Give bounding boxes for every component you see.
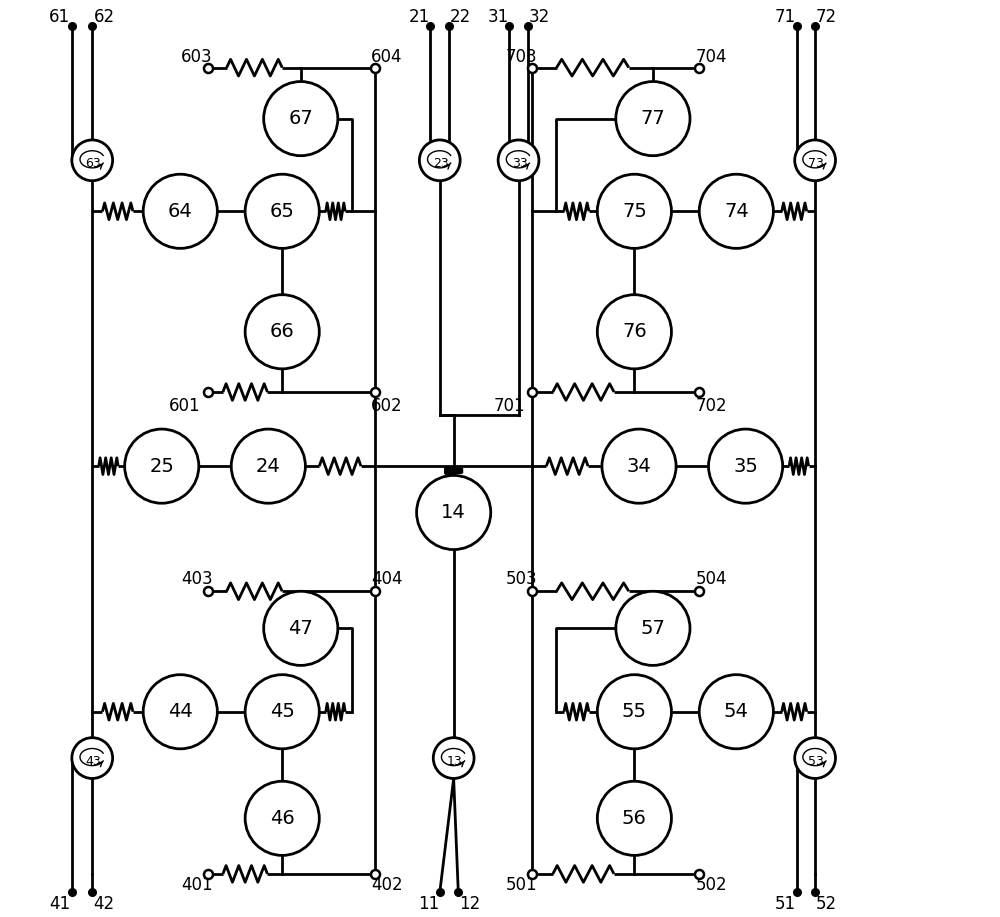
Circle shape (597, 675, 671, 749)
Text: 72: 72 (816, 7, 837, 26)
Circle shape (245, 781, 319, 856)
Text: 701: 701 (493, 397, 525, 414)
Circle shape (72, 737, 113, 779)
Text: 65: 65 (270, 202, 295, 221)
Text: 43: 43 (85, 755, 101, 768)
Text: 402: 402 (371, 876, 403, 894)
Circle shape (433, 737, 474, 779)
Text: 31: 31 (488, 7, 509, 26)
Circle shape (143, 174, 217, 249)
Text: 54: 54 (724, 702, 749, 722)
Text: 47: 47 (288, 619, 313, 638)
Text: 41: 41 (49, 895, 70, 912)
Text: 703: 703 (506, 48, 537, 65)
Text: 56: 56 (622, 809, 647, 828)
Text: 502: 502 (695, 876, 727, 894)
Circle shape (699, 675, 773, 749)
Circle shape (264, 591, 338, 666)
Text: 12: 12 (459, 895, 480, 912)
Circle shape (597, 294, 671, 369)
Text: 33: 33 (512, 157, 527, 170)
Text: 75: 75 (622, 202, 647, 221)
Text: 401: 401 (181, 876, 213, 894)
Text: 24: 24 (256, 457, 281, 476)
Text: 604: 604 (371, 48, 403, 65)
Text: 67: 67 (288, 109, 313, 128)
Text: 66: 66 (270, 322, 295, 341)
Text: 64: 64 (168, 202, 193, 221)
Text: 62: 62 (94, 7, 115, 26)
Text: 601: 601 (169, 397, 201, 414)
Text: 71: 71 (775, 7, 796, 26)
Text: 34: 34 (627, 457, 651, 476)
Text: 404: 404 (371, 570, 403, 588)
Circle shape (245, 675, 319, 749)
Text: 74: 74 (724, 202, 749, 221)
Circle shape (602, 429, 676, 503)
Circle shape (795, 737, 835, 779)
Circle shape (264, 82, 338, 156)
Text: 52: 52 (816, 895, 837, 912)
Circle shape (699, 174, 773, 249)
Text: 51: 51 (775, 895, 796, 912)
Text: 44: 44 (168, 702, 193, 722)
Text: 14: 14 (441, 503, 466, 522)
Circle shape (231, 429, 305, 503)
Text: 22: 22 (450, 7, 471, 26)
Text: 503: 503 (506, 570, 537, 588)
Text: 76: 76 (622, 322, 647, 341)
Text: 504: 504 (696, 570, 727, 588)
Text: 73: 73 (808, 157, 824, 170)
Circle shape (498, 140, 539, 181)
Text: 13: 13 (447, 755, 463, 768)
Circle shape (597, 174, 671, 249)
Text: 602: 602 (371, 397, 403, 414)
Text: 57: 57 (640, 619, 665, 638)
Text: 61: 61 (49, 7, 70, 26)
Text: 45: 45 (270, 702, 295, 722)
Text: 11: 11 (418, 895, 439, 912)
Circle shape (245, 174, 319, 249)
Circle shape (616, 591, 690, 666)
Circle shape (72, 140, 113, 181)
Circle shape (597, 781, 671, 856)
Circle shape (125, 429, 199, 503)
Text: 35: 35 (733, 457, 758, 476)
Text: 53: 53 (808, 755, 824, 768)
Text: 23: 23 (433, 157, 449, 170)
Text: 32: 32 (528, 7, 550, 26)
Text: 702: 702 (695, 397, 727, 414)
Circle shape (709, 429, 783, 503)
Text: 77: 77 (641, 109, 665, 128)
Text: 403: 403 (181, 570, 213, 588)
Circle shape (419, 140, 460, 181)
Text: 42: 42 (94, 895, 115, 912)
Circle shape (417, 475, 491, 549)
Text: 25: 25 (149, 457, 174, 476)
Text: 46: 46 (270, 809, 295, 828)
Circle shape (795, 140, 835, 181)
Text: 63: 63 (85, 157, 101, 170)
Text: 55: 55 (622, 702, 647, 722)
Circle shape (245, 294, 319, 369)
Text: 21: 21 (409, 7, 430, 26)
Text: 501: 501 (506, 876, 537, 894)
Text: 704: 704 (696, 48, 727, 65)
Text: 603: 603 (181, 48, 213, 65)
Circle shape (143, 675, 217, 749)
Circle shape (616, 82, 690, 156)
